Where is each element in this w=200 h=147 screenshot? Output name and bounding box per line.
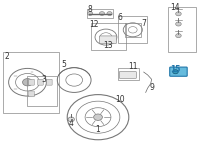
- FancyBboxPatch shape: [119, 72, 136, 78]
- Bar: [27, 76, 57, 106]
- Text: 1: 1: [96, 125, 100, 134]
- FancyBboxPatch shape: [99, 36, 116, 43]
- Circle shape: [176, 12, 181, 16]
- Bar: [168, 6, 196, 52]
- Text: 9: 9: [150, 83, 154, 92]
- Text: 15: 15: [170, 65, 181, 74]
- Text: 14: 14: [170, 3, 180, 12]
- FancyBboxPatch shape: [170, 67, 187, 76]
- Text: 10: 10: [115, 95, 125, 104]
- Circle shape: [107, 12, 112, 15]
- Text: 7: 7: [141, 19, 146, 28]
- Text: 8: 8: [87, 5, 92, 14]
- FancyBboxPatch shape: [47, 79, 52, 85]
- Text: 3: 3: [41, 75, 46, 84]
- FancyBboxPatch shape: [29, 79, 34, 85]
- Bar: [87, 9, 113, 18]
- Bar: [125, 22, 141, 37]
- FancyBboxPatch shape: [29, 91, 34, 97]
- FancyBboxPatch shape: [38, 79, 43, 85]
- Text: 2: 2: [4, 52, 9, 61]
- Circle shape: [94, 114, 102, 120]
- Text: 4: 4: [69, 119, 74, 128]
- Circle shape: [176, 22, 181, 26]
- Bar: [118, 16, 147, 43]
- Circle shape: [23, 79, 32, 86]
- Circle shape: [99, 12, 105, 15]
- Bar: [91, 23, 126, 50]
- Text: 5: 5: [62, 60, 67, 69]
- Circle shape: [68, 117, 74, 122]
- Text: 11: 11: [128, 62, 138, 71]
- Circle shape: [173, 70, 178, 74]
- Text: 6: 6: [117, 13, 122, 22]
- Circle shape: [87, 12, 93, 15]
- Bar: [118, 68, 139, 80]
- Text: 12: 12: [89, 20, 98, 29]
- Circle shape: [176, 34, 181, 38]
- Text: 13: 13: [103, 41, 113, 50]
- Bar: [3, 52, 59, 113]
